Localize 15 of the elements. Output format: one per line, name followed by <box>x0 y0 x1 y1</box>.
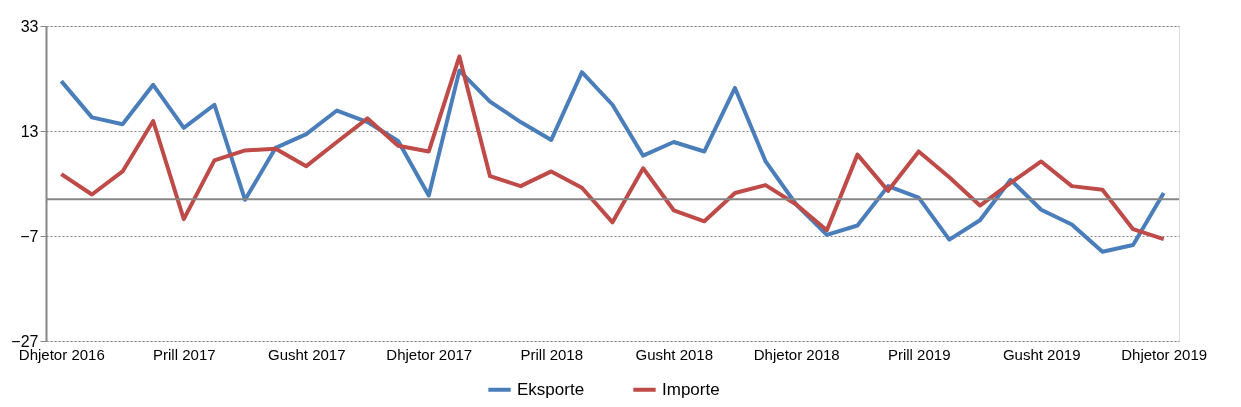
legend-label: Importe <box>662 379 720 399</box>
x-tick-label: Prill 2018 <box>520 345 584 363</box>
y-tick-label: 33 <box>20 17 39 35</box>
x-tick-label: Dhjetor 2017 <box>386 345 473 363</box>
x-tick-label: Dhjetor 2018 <box>753 345 840 363</box>
y-tick-label: −7 <box>20 227 39 245</box>
x-tick-label: Gusht 2019 <box>1002 345 1081 363</box>
x-tick-label: Prill 2017 <box>153 345 216 363</box>
y-tick-label: −27 <box>11 332 39 350</box>
legend-label: Eksporte <box>517 379 585 399</box>
x-tick-label: Gusht 2017 <box>268 345 346 363</box>
x-tick-label: Dhjetor 2019 <box>1121 345 1208 363</box>
x-tick-label: Gusht 2018 <box>635 345 714 363</box>
y-tick-label: 13 <box>20 122 39 140</box>
x-tick-label: Prill 2019 <box>887 345 951 363</box>
